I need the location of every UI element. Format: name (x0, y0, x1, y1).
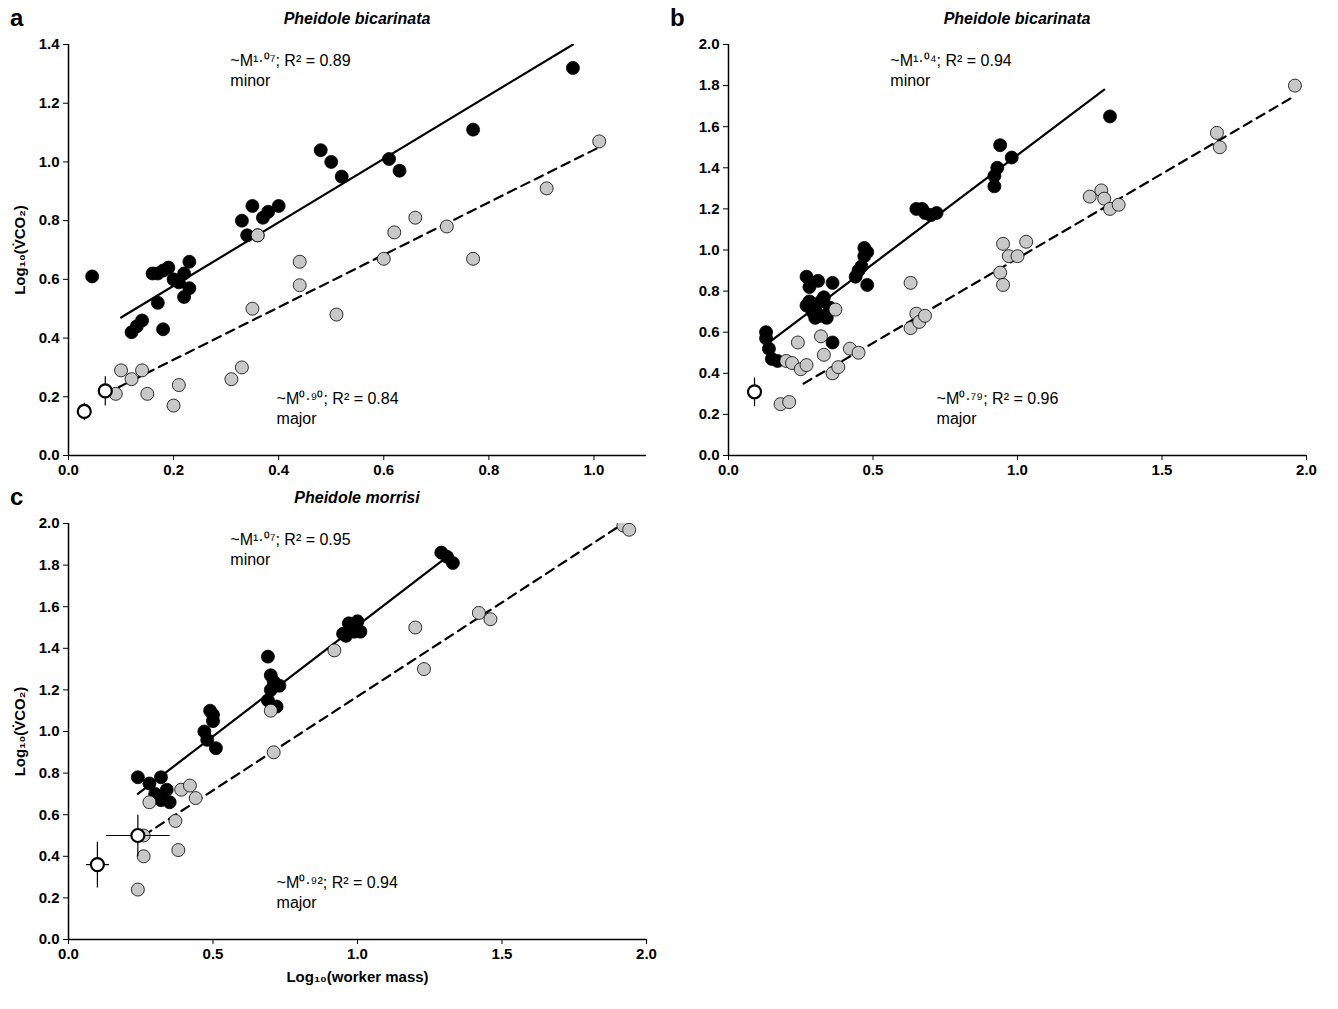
svg-text:0.8: 0.8 (39, 764, 60, 781)
svg-text:0.6: 0.6 (699, 323, 720, 340)
svg-text:~M⁰·⁷⁹; R² = 0.96: ~M⁰·⁷⁹; R² = 0.96 (937, 390, 1059, 407)
svg-text:1.0: 1.0 (699, 241, 720, 258)
svg-text:Log₁₀(V̇CO₂): Log₁₀(V̇CO₂) (11, 687, 28, 777)
svg-text:1.6: 1.6 (39, 598, 60, 615)
svg-text:2.0: 2.0 (699, 35, 720, 52)
svg-text:1.0: 1.0 (39, 722, 60, 739)
svg-text:1.5: 1.5 (1152, 461, 1173, 478)
svg-text:1.0: 1.0 (39, 153, 60, 170)
svg-text:~M⁰·⁹⁰; R² = 0.84: ~M⁰·⁹⁰; R² = 0.84 (277, 390, 399, 407)
svg-text:0.2: 0.2 (39, 388, 60, 405)
svg-text:2.0: 2.0 (636, 945, 657, 962)
svg-text:minor: minor (890, 72, 931, 89)
svg-text:1.0: 1.0 (584, 461, 605, 478)
svg-text:~M¹·⁰⁷; R² = 0.89: ~M¹·⁰⁷; R² = 0.89 (230, 52, 350, 69)
svg-text:major: major (277, 894, 318, 911)
svg-text:1.2: 1.2 (699, 200, 720, 217)
svg-text:0.8: 0.8 (478, 461, 499, 478)
svg-text:0.5: 0.5 (863, 461, 884, 478)
html-text:Pheidole bicarinata: Pheidole bicarinata (283, 10, 431, 27)
svg-text:Log₁₀(worker mass): Log₁₀(worker mass) (286, 968, 428, 985)
svg-text:1.4: 1.4 (699, 159, 721, 176)
svg-text:0.2: 0.2 (163, 461, 184, 478)
svg-text:2.0: 2.0 (39, 514, 60, 531)
svg-text:0.6: 0.6 (39, 270, 60, 287)
html-text:Pheidole morrisi: Pheidole morrisi (294, 489, 420, 506)
svg-text:major: major (277, 410, 318, 427)
svg-text:0.4: 0.4 (39, 329, 61, 346)
svg-text:0.0: 0.0 (58, 945, 79, 962)
svg-text:Log₁₀(V̇CO₂): Log₁₀(V̇CO₂) (11, 205, 28, 295)
svg-text:0.8: 0.8 (699, 282, 720, 299)
svg-text:0.8: 0.8 (39, 211, 60, 228)
svg-text:0.6: 0.6 (373, 461, 394, 478)
svg-text:0.0: 0.0 (58, 461, 79, 478)
svg-text:0.4: 0.4 (268, 461, 290, 478)
svg-text:0.4: 0.4 (699, 364, 721, 381)
html-text:b: b (670, 4, 685, 31)
svg-text:1.4: 1.4 (39, 35, 61, 52)
svg-text:0.5: 0.5 (203, 945, 224, 962)
svg-text:~M¹·⁰⁴; R² = 0.94: ~M¹·⁰⁴; R² = 0.94 (890, 52, 1011, 69)
svg-text:~M¹·⁰⁷; R² = 0.95: ~M¹·⁰⁷; R² = 0.95 (230, 531, 350, 548)
html-text:Pheidole bicarinata: Pheidole bicarinata (943, 10, 1091, 27)
svg-text:1.2: 1.2 (39, 94, 60, 111)
svg-text:0.0: 0.0 (718, 461, 739, 478)
html-text:c: c (10, 483, 24, 510)
svg-text:minor: minor (230, 72, 271, 89)
svg-text:1.5: 1.5 (492, 945, 513, 962)
svg-text:1.0: 1.0 (1007, 461, 1028, 478)
svg-text:1.8: 1.8 (699, 76, 720, 93)
svg-text:1.8: 1.8 (39, 556, 60, 573)
svg-text:0.6: 0.6 (39, 806, 60, 823)
svg-text:1.4: 1.4 (39, 639, 61, 656)
svg-text:0.0: 0.0 (39, 446, 60, 463)
svg-text:minor: minor (230, 551, 271, 568)
svg-text:2.0: 2.0 (1296, 461, 1317, 478)
svg-text:1.2: 1.2 (39, 681, 60, 698)
svg-text:0.0: 0.0 (39, 930, 60, 947)
html-text:a: a (10, 4, 24, 31)
svg-text:0.4: 0.4 (39, 847, 61, 864)
svg-text:0.2: 0.2 (39, 889, 60, 906)
svg-text:1.0: 1.0 (347, 945, 368, 962)
svg-text:0.0: 0.0 (699, 446, 720, 463)
svg-text:~M⁰·⁹²; R² = 0.94: ~M⁰·⁹²; R² = 0.94 (277, 874, 398, 891)
svg-text:major: major (937, 410, 978, 427)
svg-text:1.6: 1.6 (699, 118, 720, 135)
svg-text:0.2: 0.2 (699, 405, 720, 422)
